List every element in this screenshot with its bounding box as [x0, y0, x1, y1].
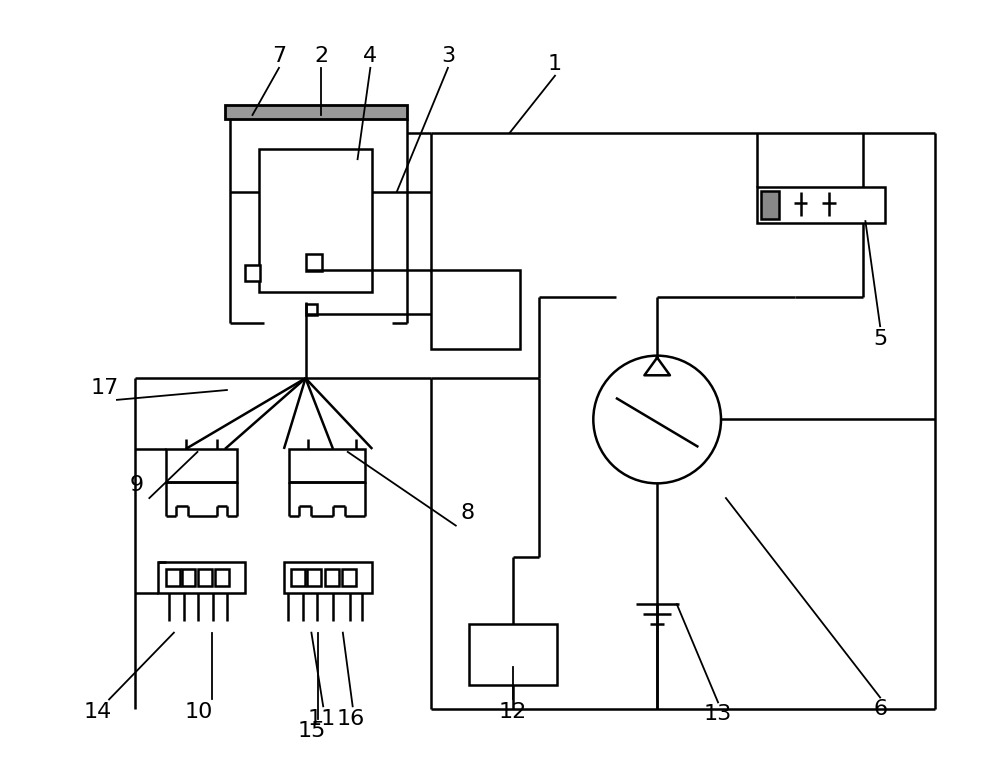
Text: 12: 12	[499, 702, 527, 722]
Text: 11: 11	[307, 709, 335, 729]
Bar	[761, 190, 779, 219]
Bar	[166, 449, 237, 482]
Bar	[198, 568, 212, 586]
Text: 9: 9	[130, 475, 144, 496]
Bar	[757, 186, 885, 223]
Bar	[215, 568, 229, 586]
Text: 1: 1	[548, 54, 562, 74]
Text: 15: 15	[297, 721, 326, 741]
Bar	[306, 254, 322, 271]
Bar	[469, 624, 557, 684]
Bar	[291, 568, 305, 586]
Bar	[307, 568, 321, 586]
Text: 16: 16	[337, 709, 365, 729]
Text: 4: 4	[363, 46, 377, 66]
Bar	[245, 265, 260, 281]
Text: 8: 8	[461, 503, 475, 523]
Bar	[166, 568, 180, 586]
Bar	[325, 568, 339, 586]
Text: 3: 3	[441, 46, 455, 66]
Bar	[259, 150, 372, 292]
Text: 5: 5	[873, 329, 887, 349]
Bar	[284, 562, 372, 594]
Bar	[342, 568, 356, 586]
Bar	[225, 105, 407, 119]
Text: 17: 17	[91, 378, 119, 398]
Bar	[306, 304, 317, 316]
Bar	[289, 449, 365, 482]
Bar	[182, 568, 195, 586]
Bar	[158, 562, 245, 594]
Text: 2: 2	[314, 46, 328, 66]
Bar	[431, 270, 520, 348]
Text: 7: 7	[272, 46, 286, 66]
Text: 6: 6	[873, 699, 887, 720]
Text: 13: 13	[704, 704, 732, 724]
Text: 10: 10	[184, 702, 213, 722]
Text: 14: 14	[83, 702, 111, 722]
